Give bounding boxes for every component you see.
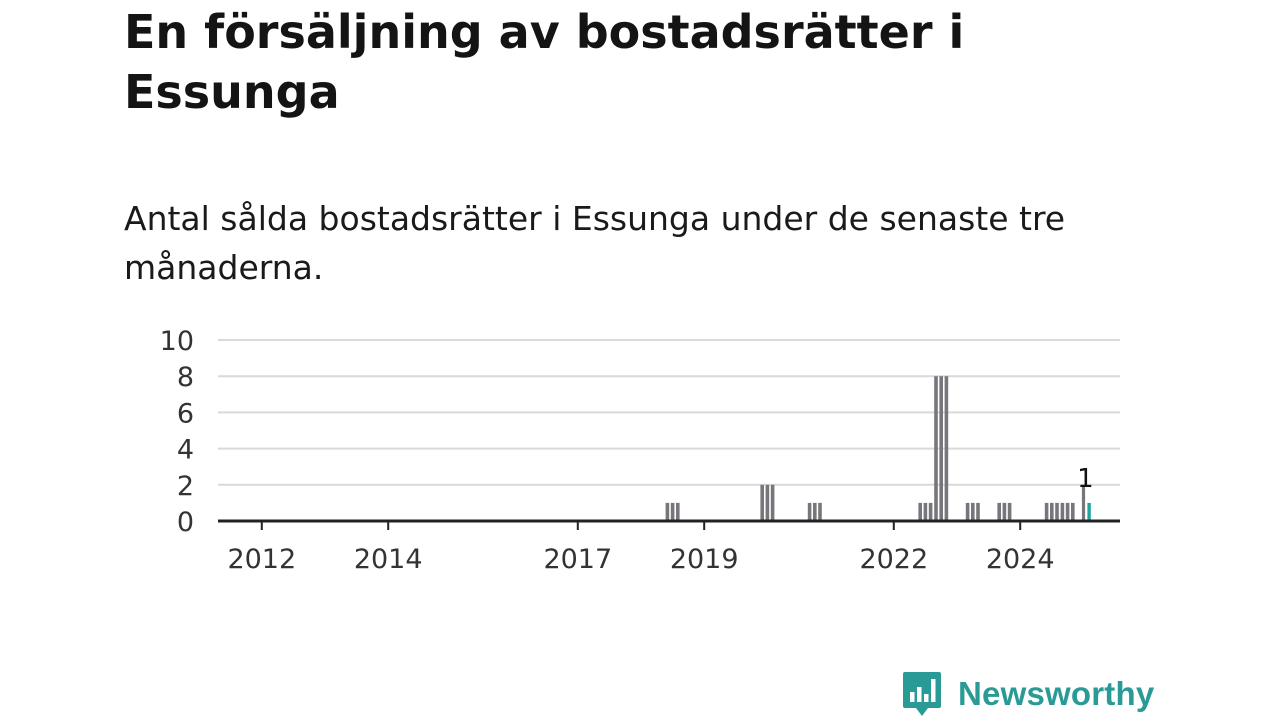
bar [1007,502,1012,521]
bar [1060,502,1065,521]
bar [971,502,975,521]
bar [1044,502,1049,521]
highlight-bar [1087,502,1091,521]
bar [1081,484,1086,521]
bar-chart: 0 2 4 6 8 10 1 2012 2014 2017 2019 2022 2024 [160,326,1120,575]
bar [670,502,675,521]
bar [765,484,770,521]
newsworthy-logo-icon [903,672,941,716]
chart-title: En försäljning av bostadsrätter i Essung… [124,5,965,119]
bar [997,502,1001,521]
bar [944,376,949,521]
x-tick-label: 2019 [670,544,739,575]
y-tick-label: 2 [177,471,194,502]
x-tick-label: 2012 [227,544,296,575]
newsworthy-logo: Newsworthy [902,670,1154,718]
y-tick-label: 8 [177,362,194,393]
bar [813,502,817,521]
bar [1071,502,1075,521]
bar [676,502,680,521]
grid-lines [218,339,1120,486]
bar [1065,502,1070,521]
bar [934,376,938,521]
axes [218,519,1120,530]
y-tick-label: 0 [177,507,194,538]
labels: 0 2 4 6 8 10 1 2012 2014 2017 2019 2022 2024 [160,326,1094,575]
bar [939,376,943,521]
x-tick-label: 2017 [543,544,612,575]
brand-name: Newsworthy [958,675,1155,712]
bar [818,502,822,521]
bar [770,484,775,521]
y-tick-label: 10 [160,326,194,357]
x-tick-label: 2022 [859,544,928,575]
bar [807,502,812,521]
bar [665,502,670,521]
chart-subtitle: Antal sålda bostadsrätter i Essunga unde… [124,199,1066,287]
bar [1055,502,1059,521]
y-tick-label: 4 [177,435,194,466]
bar [928,502,933,521]
bar [1050,502,1054,521]
bar [976,502,980,521]
x-tick-label: 2024 [986,544,1055,575]
bar [965,502,970,521]
annotation-label: 1 [1077,464,1094,494]
bars [665,376,1091,521]
bar [923,502,928,521]
bar [918,502,922,521]
y-tick-label: 6 [177,398,194,429]
bar [1002,502,1007,521]
bar [760,484,764,521]
x-tick-label: 2014 [354,544,423,575]
